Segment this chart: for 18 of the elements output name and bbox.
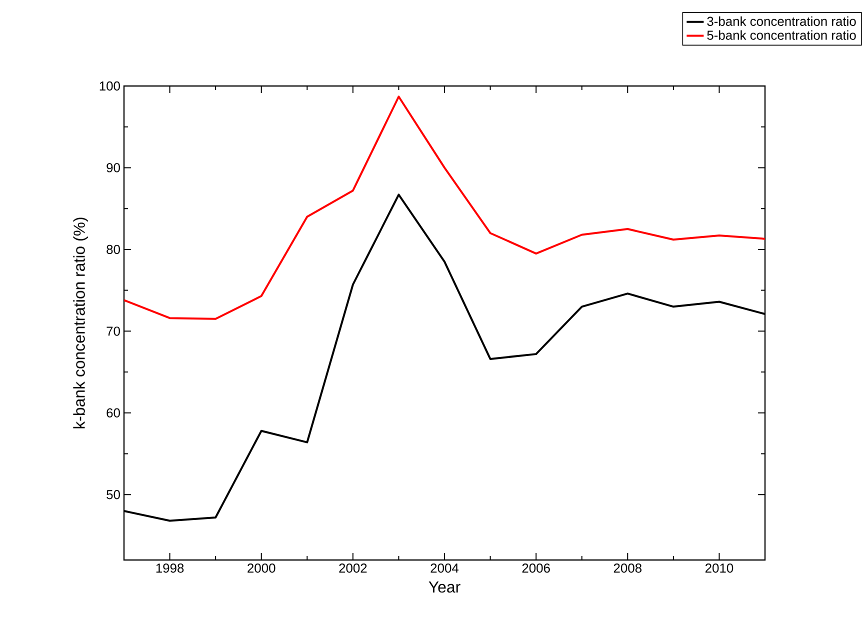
x-tick-label: 2010 (705, 564, 734, 573)
y-tick-label: 90 (106, 163, 120, 172)
y-tick-label: 60 (106, 408, 120, 418)
legend-label: 3-bank concentration ratio (707, 16, 856, 26)
x-tick-label: 2002 (339, 564, 367, 573)
x-tick-label: 2008 (614, 564, 642, 573)
x-tick-label: 2006 (522, 564, 550, 573)
y-tick-label: 70 (106, 326, 120, 336)
x-axis-title: Year (428, 582, 460, 593)
x-tick-label: 1998 (156, 564, 184, 573)
x-tick-label: 2004 (430, 564, 459, 573)
y-tick-label: 80 (106, 244, 120, 254)
y-tick-label: 100 (100, 81, 120, 91)
x-tick-label: 2000 (248, 564, 276, 573)
y-axis-title: k-bank concentration ratio (%) (73, 218, 88, 428)
y-tick-label: 50 (106, 490, 120, 500)
line-series (124, 96, 766, 320)
legend-label: 5-bank concentration ratio (707, 30, 856, 40)
